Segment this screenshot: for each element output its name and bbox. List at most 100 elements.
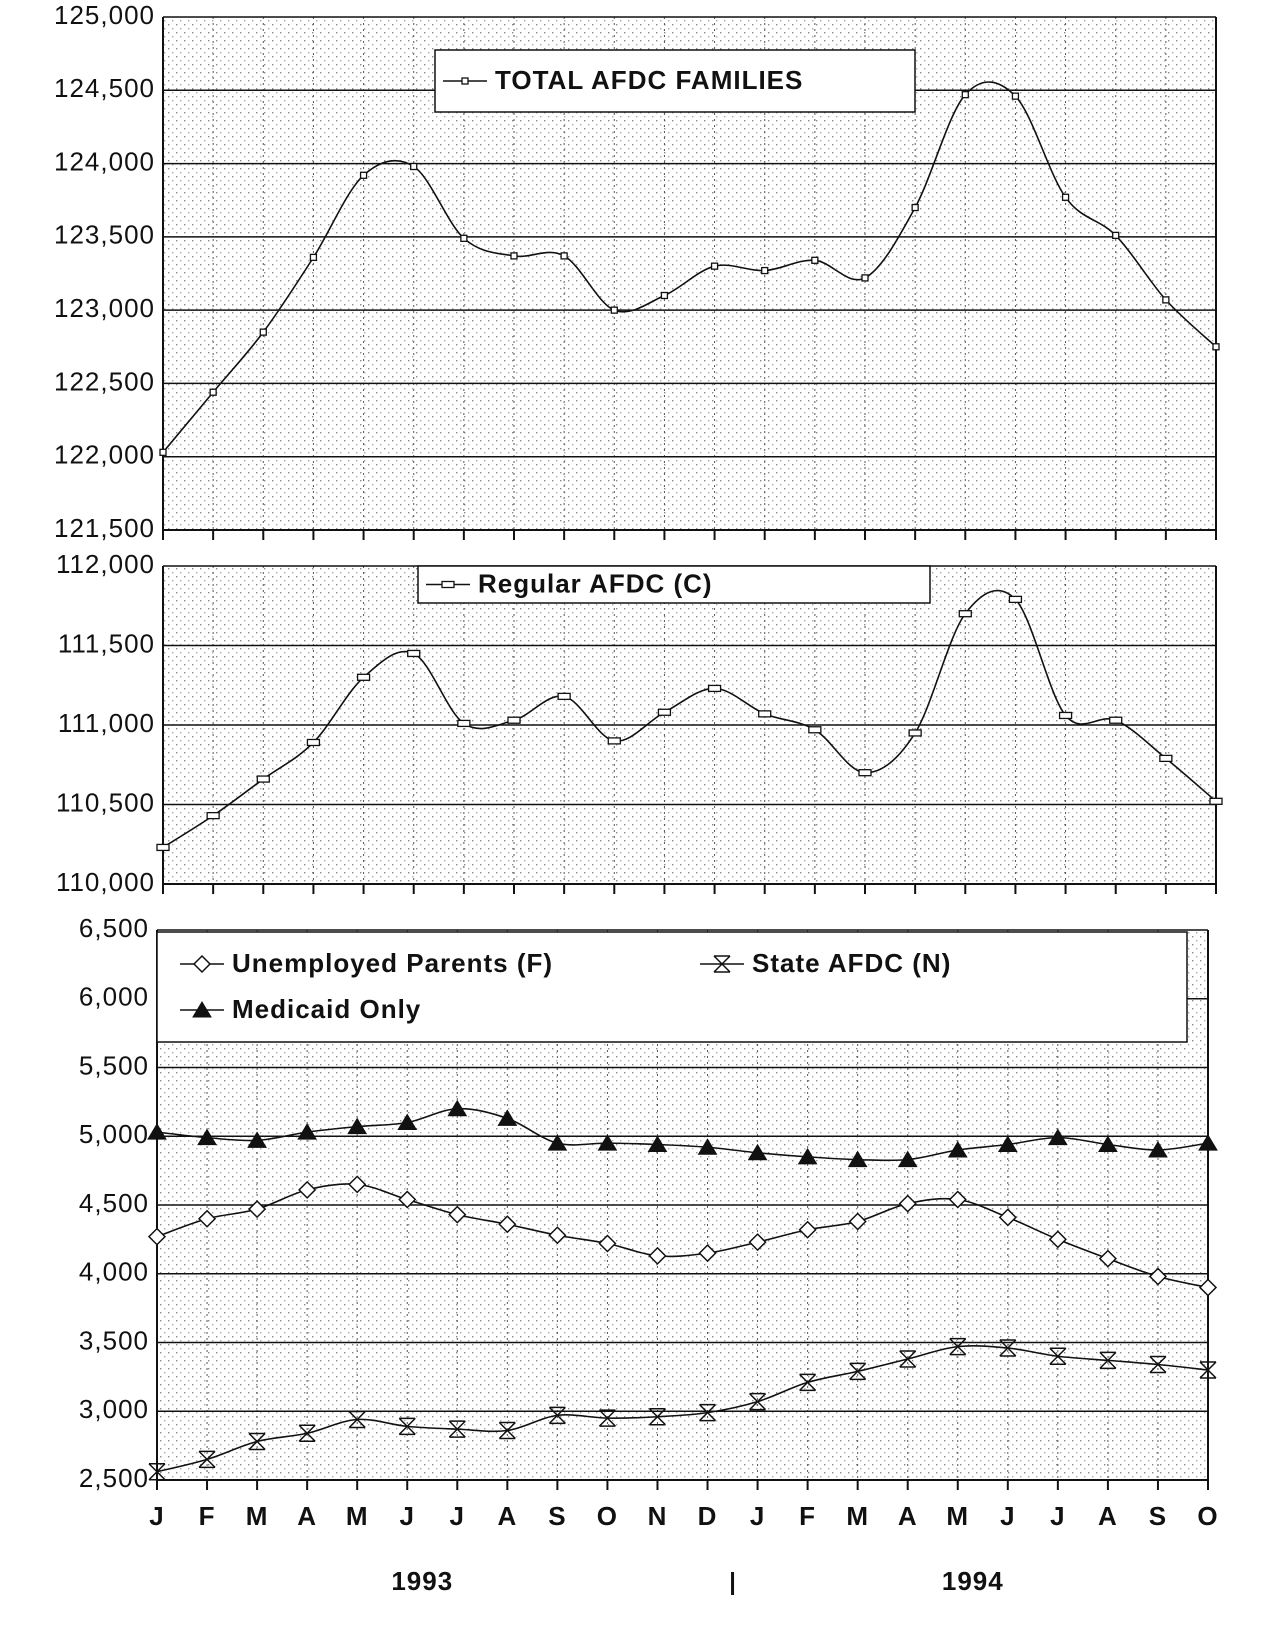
- marker: [911, 203, 919, 212]
- marker: [548, 1226, 567, 1245]
- marker: [348, 1175, 367, 1194]
- axis-frame: [156, 930, 1209, 1481]
- marker: [447, 1099, 468, 1117]
- legend-label: Medicaid Only: [232, 994, 421, 1024]
- legend-label: Unemployed Parents (F): [232, 948, 553, 978]
- marker: [949, 1337, 967, 1356]
- marker: [1149, 1355, 1167, 1374]
- marker: [858, 769, 872, 777]
- y-tick-label: 5,000: [79, 1119, 149, 1149]
- x-tick-label: D: [698, 1501, 718, 1531]
- year-label: 1993: [391, 1566, 453, 1596]
- marker: [156, 843, 170, 852]
- marker: [748, 1233, 767, 1252]
- marker: [498, 1215, 517, 1234]
- marker: [948, 1190, 967, 1209]
- marker: [1112, 231, 1120, 240]
- x-tick-label: A: [497, 1501, 517, 1531]
- marker: [206, 811, 220, 820]
- marker: [999, 1339, 1017, 1357]
- marker: [749, 1392, 767, 1411]
- marker: [848, 1212, 867, 1231]
- series-line: [156, 1107, 1209, 1162]
- x-tick-label: M: [346, 1501, 369, 1531]
- marker: [248, 1432, 266, 1451]
- marker: [309, 253, 318, 262]
- y-tick-label: 3,500: [79, 1325, 149, 1355]
- marker: [197, 1209, 217, 1228]
- marker: [647, 1135, 668, 1152]
- x-tick-label: F: [199, 1501, 216, 1531]
- x-tick-label: O: [1197, 1501, 1218, 1531]
- x-tick-label: S: [548, 1501, 566, 1531]
- marker: [448, 1420, 466, 1438]
- x-tick-label: O: [597, 1501, 618, 1531]
- y-tick-label: 110,000: [56, 867, 155, 897]
- y-tick-label: 110,500: [56, 787, 155, 817]
- y-tick-label: 2,500: [79, 1463, 149, 1493]
- x-tick-label: J: [149, 1501, 164, 1531]
- marker: [1011, 92, 1020, 100]
- marker: [697, 1138, 718, 1155]
- marker: [961, 91, 969, 99]
- y-tick-label: 4,500: [79, 1188, 149, 1218]
- marker: [1159, 754, 1173, 763]
- marker: [1198, 1134, 1218, 1151]
- panel: 110,000 110,500 111,000 111,500 112,000 Regul…: [56, 549, 1223, 897]
- y-tick-label: 6,500: [79, 913, 149, 943]
- y-tick-label: 3,000: [79, 1394, 149, 1424]
- marker: [1148, 1141, 1168, 1158]
- marker: [192, 954, 212, 974]
- marker: [448, 1205, 467, 1224]
- marker: [849, 1362, 867, 1381]
- marker: [797, 1147, 818, 1165]
- x-tick-label: M: [846, 1501, 869, 1531]
- marker: [1209, 797, 1223, 805]
- marker: [610, 306, 618, 314]
- marker: [259, 328, 267, 336]
- y-tick-label: 6,000: [79, 982, 149, 1012]
- x-tick-label: J: [750, 1501, 765, 1531]
- marker: [1199, 1361, 1217, 1379]
- marker: [648, 1408, 667, 1426]
- x-tick-label: A: [1098, 1501, 1118, 1531]
- marker: [597, 1134, 618, 1151]
- marker: [1162, 296, 1170, 304]
- marker: [808, 726, 822, 734]
- marker: [461, 77, 469, 85]
- marker: [398, 1190, 417, 1209]
- marker: [1098, 1135, 1118, 1152]
- marker: [1109, 716, 1123, 724]
- legend-label: Regular AFDC (C): [478, 568, 713, 598]
- marker: [547, 1134, 568, 1151]
- marker: [897, 1150, 918, 1168]
- marker: [1148, 1267, 1168, 1286]
- marker: [256, 775, 270, 783]
- y-tick-label: 123,500: [54, 220, 155, 250]
- marker: [998, 1208, 1017, 1227]
- x-tick-label: J: [1050, 1501, 1065, 1531]
- axis-frame: [162, 566, 1217, 885]
- marker: [297, 1123, 318, 1140]
- marker: [247, 1131, 267, 1148]
- x-tick-label: J: [1000, 1501, 1015, 1531]
- marker: [908, 729, 922, 737]
- marker: [698, 1403, 717, 1422]
- x-tick-label: N: [648, 1501, 668, 1531]
- x-tick-label: J: [450, 1501, 465, 1531]
- marker: [1047, 1128, 1068, 1146]
- marker: [761, 266, 769, 275]
- marker: [958, 610, 972, 618]
- marker: [1049, 1347, 1067, 1365]
- marker: [799, 1373, 817, 1392]
- marker: [407, 649, 421, 658]
- marker: [457, 719, 471, 728]
- marker: [847, 1150, 868, 1168]
- y-tick-label: 111,500: [58, 628, 155, 658]
- marker: [397, 1113, 418, 1130]
- series-line: [156, 1183, 1209, 1289]
- marker: [159, 448, 167, 456]
- marker: [1061, 193, 1070, 201]
- marker: [507, 716, 521, 724]
